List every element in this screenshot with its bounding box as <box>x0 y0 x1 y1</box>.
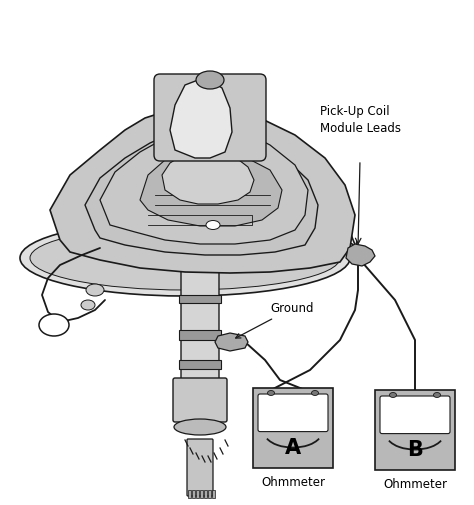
Polygon shape <box>140 152 282 226</box>
Polygon shape <box>215 333 248 351</box>
Ellipse shape <box>81 300 95 310</box>
FancyBboxPatch shape <box>375 390 455 470</box>
Bar <box>192 490 195 498</box>
Bar <box>204 490 207 498</box>
Polygon shape <box>170 80 232 158</box>
Ellipse shape <box>196 71 224 89</box>
Text: B: B <box>407 440 423 460</box>
Text: Ohmmeter: Ohmmeter <box>261 476 325 489</box>
Ellipse shape <box>174 419 226 435</box>
Polygon shape <box>85 128 318 255</box>
Text: A: A <box>285 438 301 458</box>
Bar <box>196 490 199 498</box>
FancyBboxPatch shape <box>154 74 266 161</box>
Ellipse shape <box>39 314 69 336</box>
FancyBboxPatch shape <box>258 394 328 432</box>
FancyBboxPatch shape <box>187 439 213 496</box>
FancyBboxPatch shape <box>380 396 450 434</box>
Text: Ground: Ground <box>236 302 313 338</box>
Text: Ohmmeter: Ohmmeter <box>383 478 447 491</box>
Bar <box>179 360 221 369</box>
Bar <box>200 490 203 498</box>
FancyBboxPatch shape <box>173 378 227 422</box>
FancyBboxPatch shape <box>253 388 333 468</box>
Bar <box>179 330 221 340</box>
Polygon shape <box>162 151 254 204</box>
Bar <box>179 295 221 303</box>
Ellipse shape <box>86 284 104 296</box>
Bar <box>208 490 211 498</box>
FancyBboxPatch shape <box>181 269 219 421</box>
Ellipse shape <box>206 221 220 229</box>
Ellipse shape <box>311 390 319 395</box>
Ellipse shape <box>30 226 340 290</box>
Bar <box>212 490 215 498</box>
Ellipse shape <box>267 390 274 395</box>
Polygon shape <box>100 128 308 244</box>
Polygon shape <box>346 244 375 266</box>
Polygon shape <box>50 108 355 273</box>
Text: Pick-Up Coil
Module Leads: Pick-Up Coil Module Leads <box>320 105 401 135</box>
Ellipse shape <box>434 392 440 397</box>
Ellipse shape <box>20 220 350 296</box>
Ellipse shape <box>390 392 396 397</box>
Bar <box>188 490 191 498</box>
